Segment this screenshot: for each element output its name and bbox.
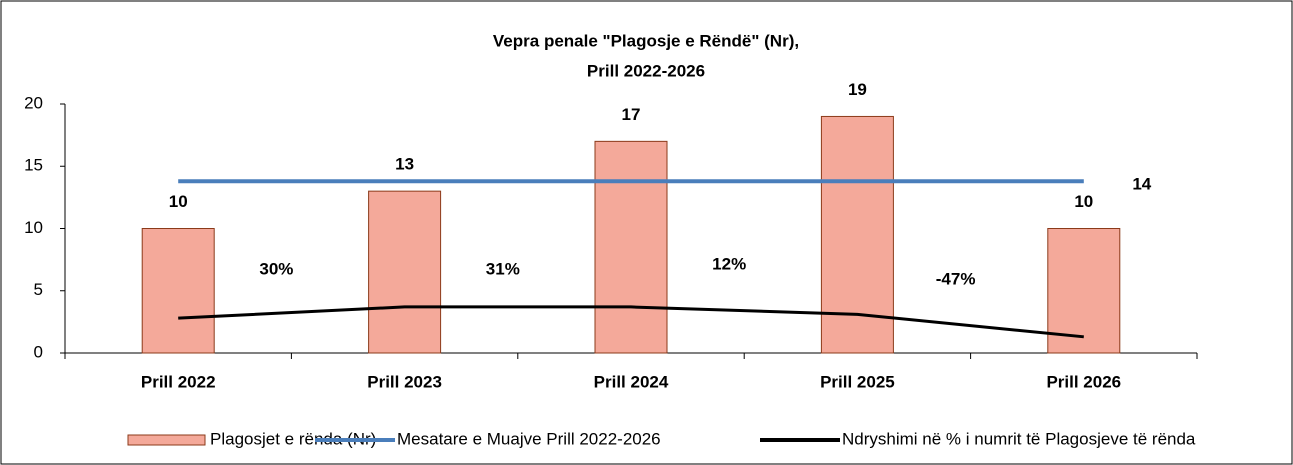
change-label: 31%	[486, 259, 520, 278]
y-tick-label: 5	[34, 280, 43, 299]
change-line	[178, 305, 1084, 339]
chart-title: Vepra penale "Plagosje e Rëndë" (Nr),	[493, 31, 799, 50]
legend-label: Mesatare e Muajve Prill 2022-2026	[397, 429, 661, 448]
legend-label: Plagosjet e rënda (Nr)	[210, 429, 376, 448]
average-label: 14	[1132, 175, 1151, 194]
legend-swatch	[127, 434, 206, 446]
bar-label: 10	[1074, 192, 1093, 211]
bar	[594, 140, 668, 354]
x-tick-label: Prill 2026	[1046, 372, 1121, 391]
change-label: -47%	[936, 269, 976, 288]
bar-label: 13	[395, 155, 414, 174]
bar-label: 19	[848, 80, 867, 99]
y-tick-label: 20	[24, 93, 43, 112]
x-tick-label: Prill 2025	[820, 372, 895, 391]
bar	[1047, 228, 1121, 354]
bar	[368, 190, 442, 354]
legend-label: Ndryshimi në % i numrit të Plagosjeve të…	[842, 429, 1196, 448]
y-tick-label: 0	[34, 342, 43, 361]
bar-label: 10	[169, 192, 188, 211]
change-label: 30%	[259, 259, 293, 278]
y-tick-label: 15	[24, 156, 43, 175]
chart-title: Prill 2022-2026	[587, 61, 705, 80]
bar	[141, 228, 215, 354]
y-tick-label: 10	[24, 218, 43, 237]
bar-label: 17	[622, 105, 641, 124]
x-tick-label: Prill 2024	[594, 372, 669, 391]
change-label: 12%	[712, 254, 746, 273]
x-tick-label: Prill 2023	[367, 372, 442, 391]
x-tick-label: Prill 2022	[141, 372, 216, 391]
